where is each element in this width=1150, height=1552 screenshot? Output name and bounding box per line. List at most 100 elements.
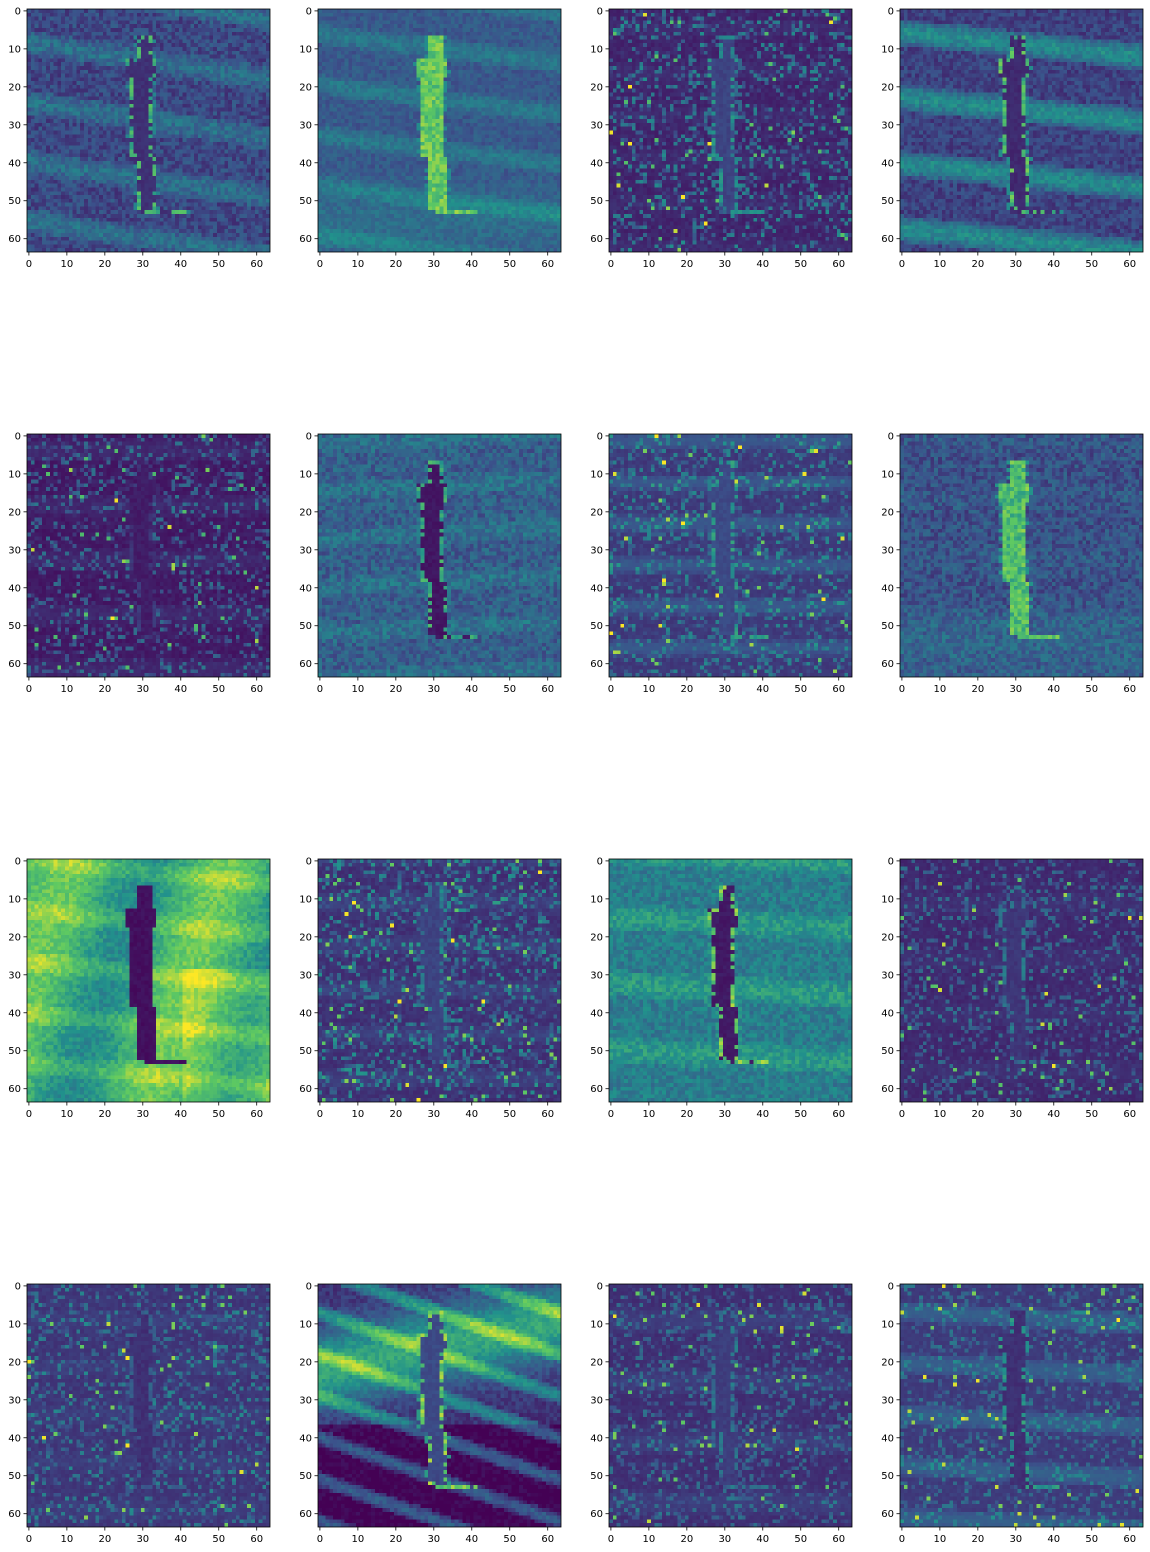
x-tick-label: 30 (136, 259, 149, 270)
axes-frame (608, 858, 853, 1103)
x-tick-label: 0 (608, 1534, 614, 1545)
y-tick-label: 30 (299, 120, 312, 131)
y-tick-label: 40 (8, 583, 21, 594)
x-tick-label: 40 (756, 259, 769, 270)
x-tick-label: 10 (352, 1534, 365, 1545)
y-tick-label: 50 (299, 1046, 312, 1057)
x-tick-label: 20 (98, 684, 111, 695)
y-tick-label: 60 (8, 659, 21, 670)
x-tick-label: 0 (608, 1109, 614, 1120)
y-tick-label: 50 (590, 1471, 603, 1482)
y-tick-label: 50 (881, 196, 894, 207)
x-tick-label: 30 (136, 1534, 149, 1545)
y-tick-label: 0 (597, 6, 603, 17)
feature-map-panel-13: 0 10 20 30 40 50 60 0 10 20 30 40 50 60 (8, 1281, 271, 1545)
x-tick-label: 30 (1009, 259, 1022, 270)
x-tick-label: 60 (832, 684, 845, 695)
y-tick-label: 50 (881, 621, 894, 632)
y-tick-label: 50 (8, 1471, 21, 1482)
y-tick-label: 40 (590, 1433, 603, 1444)
y-tick-label: 10 (590, 1319, 603, 1330)
feature-map-panel-7: 0 10 20 30 40 50 60 0 10 20 30 40 50 60 (590, 431, 853, 695)
x-tick-label: 30 (427, 1534, 440, 1545)
y-tick-label: 10 (8, 44, 21, 55)
y-tick-label: 10 (881, 894, 894, 905)
x-tick-label: 30 (427, 684, 440, 695)
x-tick-label: 20 (389, 1109, 402, 1120)
x-tick-label: 0 (26, 1109, 32, 1120)
y-tick-label: 60 (299, 234, 312, 245)
y-tick-label: 60 (881, 1509, 894, 1520)
y-tick-label: 30 (590, 970, 603, 981)
y-tick-label: 10 (299, 44, 312, 55)
y-tick-label: 50 (881, 1046, 894, 1057)
heatmap-image (900, 1284, 1143, 1527)
x-tick-label: 60 (832, 259, 845, 270)
feature-map-panel-10: 0 10 20 30 40 50 60 0 10 20 30 40 50 60 (299, 856, 562, 1120)
heatmap-image (27, 434, 270, 677)
y-tick-label: 30 (8, 970, 21, 981)
y-tick-label: 60 (881, 1084, 894, 1095)
y-tick-label: 40 (881, 1008, 894, 1019)
x-tick-label: 40 (756, 1534, 769, 1545)
y-tick-label: 50 (590, 196, 603, 207)
axes-frame (26, 858, 271, 1103)
x-tick-label: 40 (174, 1534, 187, 1545)
y-tick-label: 0 (888, 431, 894, 442)
x-tick-label: 0 (608, 259, 614, 270)
x-tick-label: 40 (174, 1109, 187, 1120)
x-tick-label: 30 (1009, 1109, 1022, 1120)
y-tick-label: 30 (299, 545, 312, 556)
y-tick-label: 40 (590, 158, 603, 169)
y-tick-label: 40 (299, 583, 312, 594)
x-tick-label: 0 (26, 1534, 32, 1545)
x-tick-label: 10 (643, 684, 656, 695)
heatmap-image (609, 1284, 852, 1527)
x-tick-label: 10 (352, 1109, 365, 1120)
x-tick-label: 30 (136, 684, 149, 695)
x-tick-label: 60 (250, 684, 263, 695)
x-tick-label: 20 (680, 1534, 693, 1545)
feature-map-panel-12: 0 10 20 30 40 50 60 0 10 20 30 40 50 60 (881, 856, 1144, 1120)
y-tick-label: 30 (881, 970, 894, 981)
feature-map-panel-15: 0 10 20 30 40 50 60 0 10 20 30 40 50 60 (590, 1281, 853, 1545)
y-tick-label: 20 (8, 507, 21, 518)
x-tick-label: 40 (756, 1109, 769, 1120)
y-tick-label: 50 (590, 621, 603, 632)
feature-map-panel-6: 0 10 20 30 40 50 60 0 10 20 30 40 50 60 (299, 431, 562, 695)
axes-frame (899, 8, 1144, 253)
heatmap-image (900, 434, 1143, 677)
x-tick-label: 40 (756, 684, 769, 695)
x-tick-label: 60 (1123, 1534, 1136, 1545)
x-tick-label: 30 (718, 684, 731, 695)
feature-map-panel-5: 0 10 20 30 40 50 60 0 10 20 30 40 50 60 (8, 431, 271, 695)
x-tick-label: 10 (352, 684, 365, 695)
x-tick-label: 40 (465, 1534, 478, 1545)
axes-frame (317, 1283, 562, 1528)
x-tick-label: 0 (26, 259, 32, 270)
y-tick-label: 20 (881, 507, 894, 518)
y-tick-label: 30 (8, 545, 21, 556)
x-tick-label: 10 (934, 1109, 947, 1120)
x-tick-label: 40 (1047, 684, 1060, 695)
y-tick-label: 20 (299, 82, 312, 93)
x-tick-label: 50 (794, 1109, 807, 1120)
axes-frame (317, 433, 562, 678)
x-tick-label: 50 (794, 259, 807, 270)
x-tick-label: 10 (61, 1109, 74, 1120)
x-tick-label: 0 (899, 259, 905, 270)
axes-frame (899, 433, 1144, 678)
y-tick-label: 40 (299, 158, 312, 169)
y-tick-label: 0 (888, 1281, 894, 1292)
x-tick-label: 20 (98, 259, 111, 270)
y-tick-label: 40 (881, 158, 894, 169)
y-tick-label: 10 (881, 469, 894, 480)
x-tick-label: 10 (934, 684, 947, 695)
y-tick-label: 20 (8, 932, 21, 943)
y-tick-label: 30 (8, 120, 21, 131)
y-tick-label: 40 (8, 1433, 21, 1444)
y-tick-label: 50 (299, 1471, 312, 1482)
y-tick-label: 40 (590, 1008, 603, 1019)
y-tick-label: 50 (881, 1471, 894, 1482)
y-tick-label: 30 (590, 120, 603, 131)
